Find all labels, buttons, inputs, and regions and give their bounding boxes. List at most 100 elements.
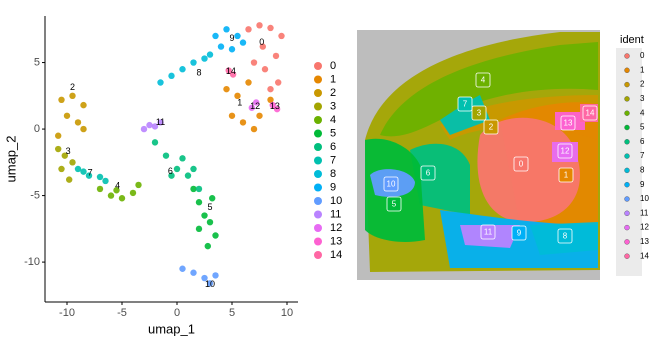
point	[55, 132, 62, 139]
point	[223, 85, 230, 93]
point	[225, 67, 232, 74]
legend-swatch	[314, 251, 322, 259]
cluster-label-box	[386, 196, 402, 212]
cluster-label: 1	[237, 98, 242, 108]
cluster-label: 10	[387, 180, 396, 189]
point	[118, 195, 126, 202]
x-tick-label: 0	[174, 307, 180, 319]
legend-swatch	[314, 129, 322, 138]
cluster-label-box	[471, 105, 487, 121]
cluster-label-box	[560, 115, 576, 131]
point	[190, 59, 197, 66]
point	[275, 79, 282, 86]
legend-swatch	[624, 110, 630, 116]
point	[228, 46, 236, 53]
legend-label: 8	[640, 166, 645, 175]
legend-swatch	[624, 124, 630, 131]
y-tick-label: -10	[24, 256, 40, 268]
point	[201, 212, 208, 219]
cluster-label: 10	[205, 279, 215, 289]
legend-label: 8	[330, 168, 336, 180]
point	[151, 123, 159, 130]
cluster-label: 3	[477, 109, 482, 118]
legend-title: ident	[620, 34, 644, 46]
legend-swatch	[314, 89, 322, 97]
legend-swatch	[314, 102, 322, 111]
point	[135, 181, 142, 189]
cluster-label: 11	[156, 117, 165, 127]
point	[259, 43, 266, 50]
cluster-label-box	[475, 72, 491, 88]
legend-label: 0	[640, 51, 645, 60]
point	[223, 26, 230, 33]
point	[85, 172, 93, 179]
legend-label: 5	[330, 127, 336, 139]
cluster-label: 14	[226, 66, 236, 76]
point	[234, 92, 241, 100]
point	[273, 105, 281, 113]
cluster-label: 5	[392, 200, 397, 209]
cluster-label: 6	[426, 169, 431, 178]
legend-label: 3	[640, 94, 645, 103]
point	[239, 39, 247, 46]
cluster-label-box	[557, 228, 573, 244]
point	[58, 165, 65, 173]
point	[66, 176, 73, 183]
point	[256, 22, 263, 29]
cluster-label: 2	[489, 123, 494, 132]
point	[201, 274, 208, 282]
cluster-label: 7	[88, 167, 93, 177]
legend-label: 7	[330, 154, 336, 166]
point	[212, 232, 219, 239]
cluster-label-box	[383, 176, 399, 192]
point	[250, 59, 258, 66]
legend-swatch	[624, 167, 630, 174]
legend-swatch	[624, 81, 630, 88]
cluster-label: 1	[564, 171, 569, 180]
point	[146, 121, 153, 129]
point	[80, 168, 87, 175]
cluster-label-box	[558, 167, 574, 183]
y-tick-label: 0	[34, 123, 40, 135]
point	[129, 189, 137, 197]
point	[55, 145, 62, 153]
legend-swatch	[314, 75, 322, 84]
legend-label: 13	[330, 235, 342, 247]
y-tick-label: -5	[30, 189, 40, 201]
point	[173, 165, 181, 173]
cluster-label: 2	[70, 82, 75, 92]
point	[278, 32, 285, 40]
point	[74, 165, 82, 173]
legend-swatch	[624, 224, 630, 231]
point	[228, 112, 236, 119]
legend-swatch	[314, 224, 322, 232]
point	[212, 272, 219, 279]
cluster-label: 9	[229, 33, 234, 43]
cluster-region	[380, 42, 598, 137]
point	[168, 72, 175, 80]
legend-swatch	[314, 156, 322, 165]
point	[204, 242, 211, 250]
cluster-label: 13	[564, 119, 573, 128]
legend-label: 7	[640, 151, 645, 160]
cluster-label-box	[457, 96, 473, 112]
legend-label: 5	[640, 123, 645, 132]
cluster-label: 7	[463, 100, 468, 109]
point	[184, 172, 192, 179]
point	[74, 119, 82, 126]
point	[217, 43, 225, 50]
legend-label: 12	[330, 222, 342, 234]
point	[212, 32, 219, 40]
legend-label: 3	[330, 100, 336, 112]
x-tick-label: 10	[281, 307, 293, 319]
legend-swatch	[624, 253, 630, 259]
point	[96, 185, 104, 193]
point	[96, 173, 104, 181]
point	[269, 101, 276, 109]
legend-swatch	[314, 197, 322, 205]
point	[69, 92, 76, 100]
point	[157, 79, 164, 86]
cluster-label: 0	[519, 160, 524, 169]
point	[190, 185, 197, 193]
point	[195, 185, 203, 193]
